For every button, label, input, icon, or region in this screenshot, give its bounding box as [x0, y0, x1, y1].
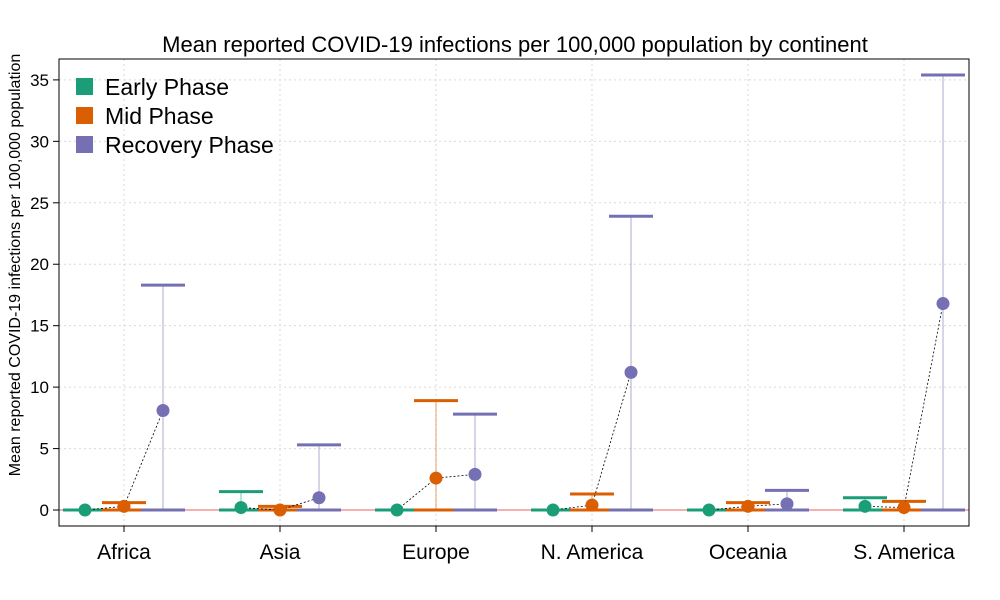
x-tick-label: N. America: [541, 541, 644, 564]
mean-point: [390, 503, 404, 517]
y-tick-label: 5: [40, 440, 49, 459]
phase-connector: [864, 303, 944, 508]
mean-point: [156, 403, 170, 417]
y-tick-label: 0: [40, 501, 49, 520]
plot-marks: [59, 73, 969, 517]
legend-swatch: [76, 78, 93, 95]
y-tick-label: 30: [30, 132, 49, 151]
mean-point: [741, 499, 755, 513]
mean-point: [702, 503, 716, 517]
y-tick-label: 20: [30, 255, 49, 274]
mean-point: [468, 467, 482, 481]
phase-connector: [240, 497, 320, 511]
legend-label: Mid Phase: [105, 103, 214, 129]
legend-swatch: [76, 136, 93, 153]
x-tick-label: S. America: [853, 541, 955, 564]
mean-point: [312, 491, 326, 505]
y-axis-label: Mean reported COVID-19 infections per 10…: [7, 54, 24, 476]
phase-connector: [84, 410, 164, 511]
mean-point: [234, 501, 248, 515]
legend-swatch: [76, 107, 93, 124]
x-tick-label: Oceania: [709, 541, 788, 564]
x-tick-label: Asia: [260, 541, 301, 564]
mean-point: [546, 503, 560, 517]
y-tick-label: 35: [30, 71, 49, 90]
mean-point: [273, 503, 287, 517]
plot-frame: [58, 58, 970, 527]
mean-point: [117, 499, 131, 513]
chart-title: Mean reported COVID-19 infections per 10…: [162, 32, 868, 57]
mean-point: [78, 503, 92, 517]
grid: [59, 59, 969, 526]
y-tick-label: 15: [30, 317, 49, 336]
mean-point: [897, 501, 911, 515]
mean-point: [780, 497, 794, 511]
mean-point: [858, 499, 872, 513]
phase-connector: [552, 372, 632, 511]
axes: 0 5 10 15 20 25 30 35 Africa Asia Europe N. America…: [30, 58, 970, 564]
y-tick-label: 10: [30, 378, 49, 397]
phase-connector: [708, 503, 788, 511]
x-tick-label: Europe: [402, 541, 470, 564]
legend-label: Early Phase: [105, 74, 229, 100]
mean-point: [429, 471, 443, 485]
mean-point: [936, 297, 950, 311]
mean-point: [585, 498, 599, 512]
mean-point: [624, 365, 638, 379]
legend-label: Recovery Phase: [105, 132, 274, 158]
x-tick-label: Africa: [97, 541, 151, 564]
legend: Early Phase Mid Phase Recovery Phase: [76, 74, 274, 158]
y-tick-label: 25: [30, 194, 49, 213]
phase-connector: [396, 473, 476, 511]
